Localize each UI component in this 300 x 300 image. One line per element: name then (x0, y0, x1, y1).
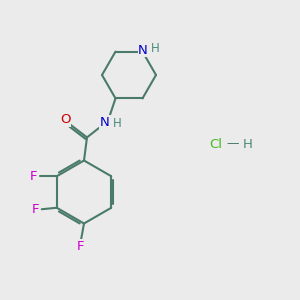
Text: N: N (138, 44, 148, 57)
Text: H: H (112, 117, 122, 130)
Text: —: — (226, 137, 239, 151)
Text: F: F (32, 203, 39, 216)
Text: H: H (243, 137, 252, 151)
Text: F: F (30, 170, 38, 183)
Text: N: N (100, 116, 110, 129)
Text: Cl: Cl (209, 137, 223, 151)
Text: H: H (151, 42, 160, 55)
Text: F: F (77, 240, 85, 253)
Text: O: O (60, 113, 70, 126)
